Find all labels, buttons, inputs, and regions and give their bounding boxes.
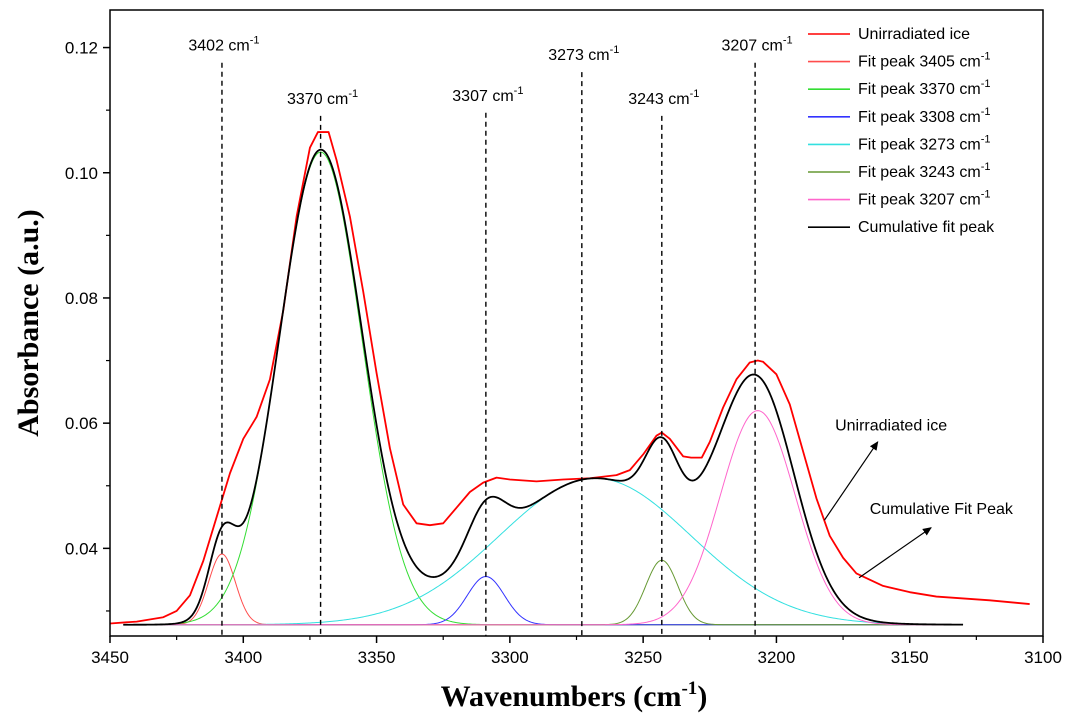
peak-marker-label-2-superscript: -1: [514, 85, 524, 97]
legend-label-3-main: Fit peak 3308 cm: [858, 109, 981, 126]
peak-marker-label-4-superscript: -1: [690, 88, 700, 100]
legend-label-3-superscript: -1: [981, 106, 991, 118]
legend-label-2: Fit peak 3370 cm-1: [858, 78, 991, 98]
plot-area-frame: [109, 9, 1044, 637]
legend-label-4: Fit peak 3273 cm-1: [858, 133, 991, 153]
legend-label-5: Fit peak 3243 cm-1: [858, 161, 991, 181]
fit-peak-curve-2: [123, 576, 964, 626]
fit-peak-curve-4: [123, 559, 964, 626]
peak-marker-label-5-main: 3207 cm: [722, 38, 783, 55]
y-tick-label-1: 0.06: [65, 414, 98, 433]
annotation-label-1: Cumulative Fit Peak: [870, 501, 1014, 518]
legend-label-7-main: Cumulative fit peak: [858, 219, 995, 236]
peak-marker-label-5-superscript: -1: [783, 35, 793, 47]
x-tick-label-3: 3300: [491, 648, 529, 667]
legend-label-7: Cumulative fit peak: [858, 219, 995, 236]
peak-marker-label-1: 3370 cm-1: [287, 88, 358, 108]
peak-marker-label-3-superscript: -1: [610, 44, 620, 56]
peak-marker-label-1-main: 3370 cm: [287, 91, 348, 108]
x-axis-title-main: Wavenumbers (cm: [441, 680, 682, 713]
x-tick-label-7: 3100: [1024, 648, 1062, 667]
legend-label-0: Unirradiated ice: [858, 26, 970, 43]
peak-marker-label-4: 3243 cm-1: [628, 88, 699, 108]
x-axis-title-tail: ): [697, 680, 707, 713]
y-axis-title: Absorbance (a.u.): [12, 209, 45, 437]
x-tick-label-1: 3400: [224, 648, 262, 667]
legend-label-1: Fit peak 3405 cm-1: [858, 51, 991, 71]
peak-marker-label-0-superscript: -1: [250, 35, 260, 47]
x-tick-label-5: 3200: [758, 648, 796, 667]
legend-label-4-main: Fit peak 3273 cm: [858, 136, 981, 153]
fit-peak-curve-5: [123, 410, 964, 626]
legend-label-4-superscript: -1: [981, 133, 991, 145]
x-tick-label-0: 3450: [91, 648, 129, 667]
peak-marker-label-1-superscript: -1: [348, 88, 358, 100]
y-tick-label-3: 0.10: [65, 164, 98, 183]
annotations-layer: Unirradiated ice Cumulative Fit Peak: [823, 418, 1014, 579]
legend-label-6: Fit peak 3207 cm-1: [858, 189, 991, 209]
axes-layer: 3450 3400 3350 3300 3250 3200 3150 3100 0.04 0.06…: [65, 39, 1062, 667]
peak-marker-label-4-main: 3243 cm: [628, 91, 689, 108]
series-line-1: [123, 148, 964, 626]
peak-marker-label-0-main: 3402 cm: [188, 38, 249, 55]
legend-label-1-superscript: -1: [981, 51, 991, 63]
x-tick-label-6: 3150: [891, 648, 929, 667]
peak-marker-label-3: 3273 cm-1: [548, 44, 619, 64]
x-axis-title: Wavenumbers (cm-1): [441, 678, 708, 713]
fit-peak-curve-1: [123, 151, 964, 626]
y-tick-label-2: 0.08: [65, 289, 98, 308]
legend-label-5-main: Fit peak 3243 cm: [858, 164, 981, 181]
legend-label-6-superscript: -1: [981, 189, 991, 201]
legend-label-0-main: Unirradiated ice: [858, 26, 970, 43]
x-tick-label-4: 3250: [624, 648, 662, 667]
y-tick-label-0: 0.04: [65, 539, 98, 558]
peak-marker-label-2-main: 3307 cm: [452, 88, 513, 105]
series-line-0: [109, 131, 1030, 625]
legend-label-1-main: Fit peak 3405 cm: [858, 54, 981, 71]
peak-marker-label-3-main: 3273 cm: [548, 47, 609, 64]
legend-label-2-main: Fit peak 3370 cm: [858, 81, 981, 98]
fit-curves-layer: [123, 151, 964, 626]
annotation-arrow-0: [823, 441, 879, 521]
y-tick-label-4: 0.12: [65, 39, 98, 58]
annotation-arrow-1: [858, 527, 932, 579]
legend-label-6-main: Fit peak 3207 cm: [858, 192, 981, 209]
peak-marker-label-5: 3207 cm-1: [722, 35, 793, 55]
fit-peak-curve-0: [123, 553, 964, 626]
peak-marker-label-0: 3402 cm-1: [188, 35, 259, 55]
legend-label-2-superscript: -1: [981, 78, 991, 90]
legend-label-5-superscript: -1: [981, 161, 991, 173]
annotation-label-0: Unirradiated ice: [835, 418, 947, 435]
x-axis-title-superscript: -1: [681, 678, 697, 699]
legend-label-3: Fit peak 3308 cm-1: [858, 106, 991, 126]
peak-marker-label-2: 3307 cm-1: [452, 85, 523, 105]
x-tick-label-2: 3350: [358, 648, 396, 667]
data-series-layer: [109, 131, 1030, 626]
